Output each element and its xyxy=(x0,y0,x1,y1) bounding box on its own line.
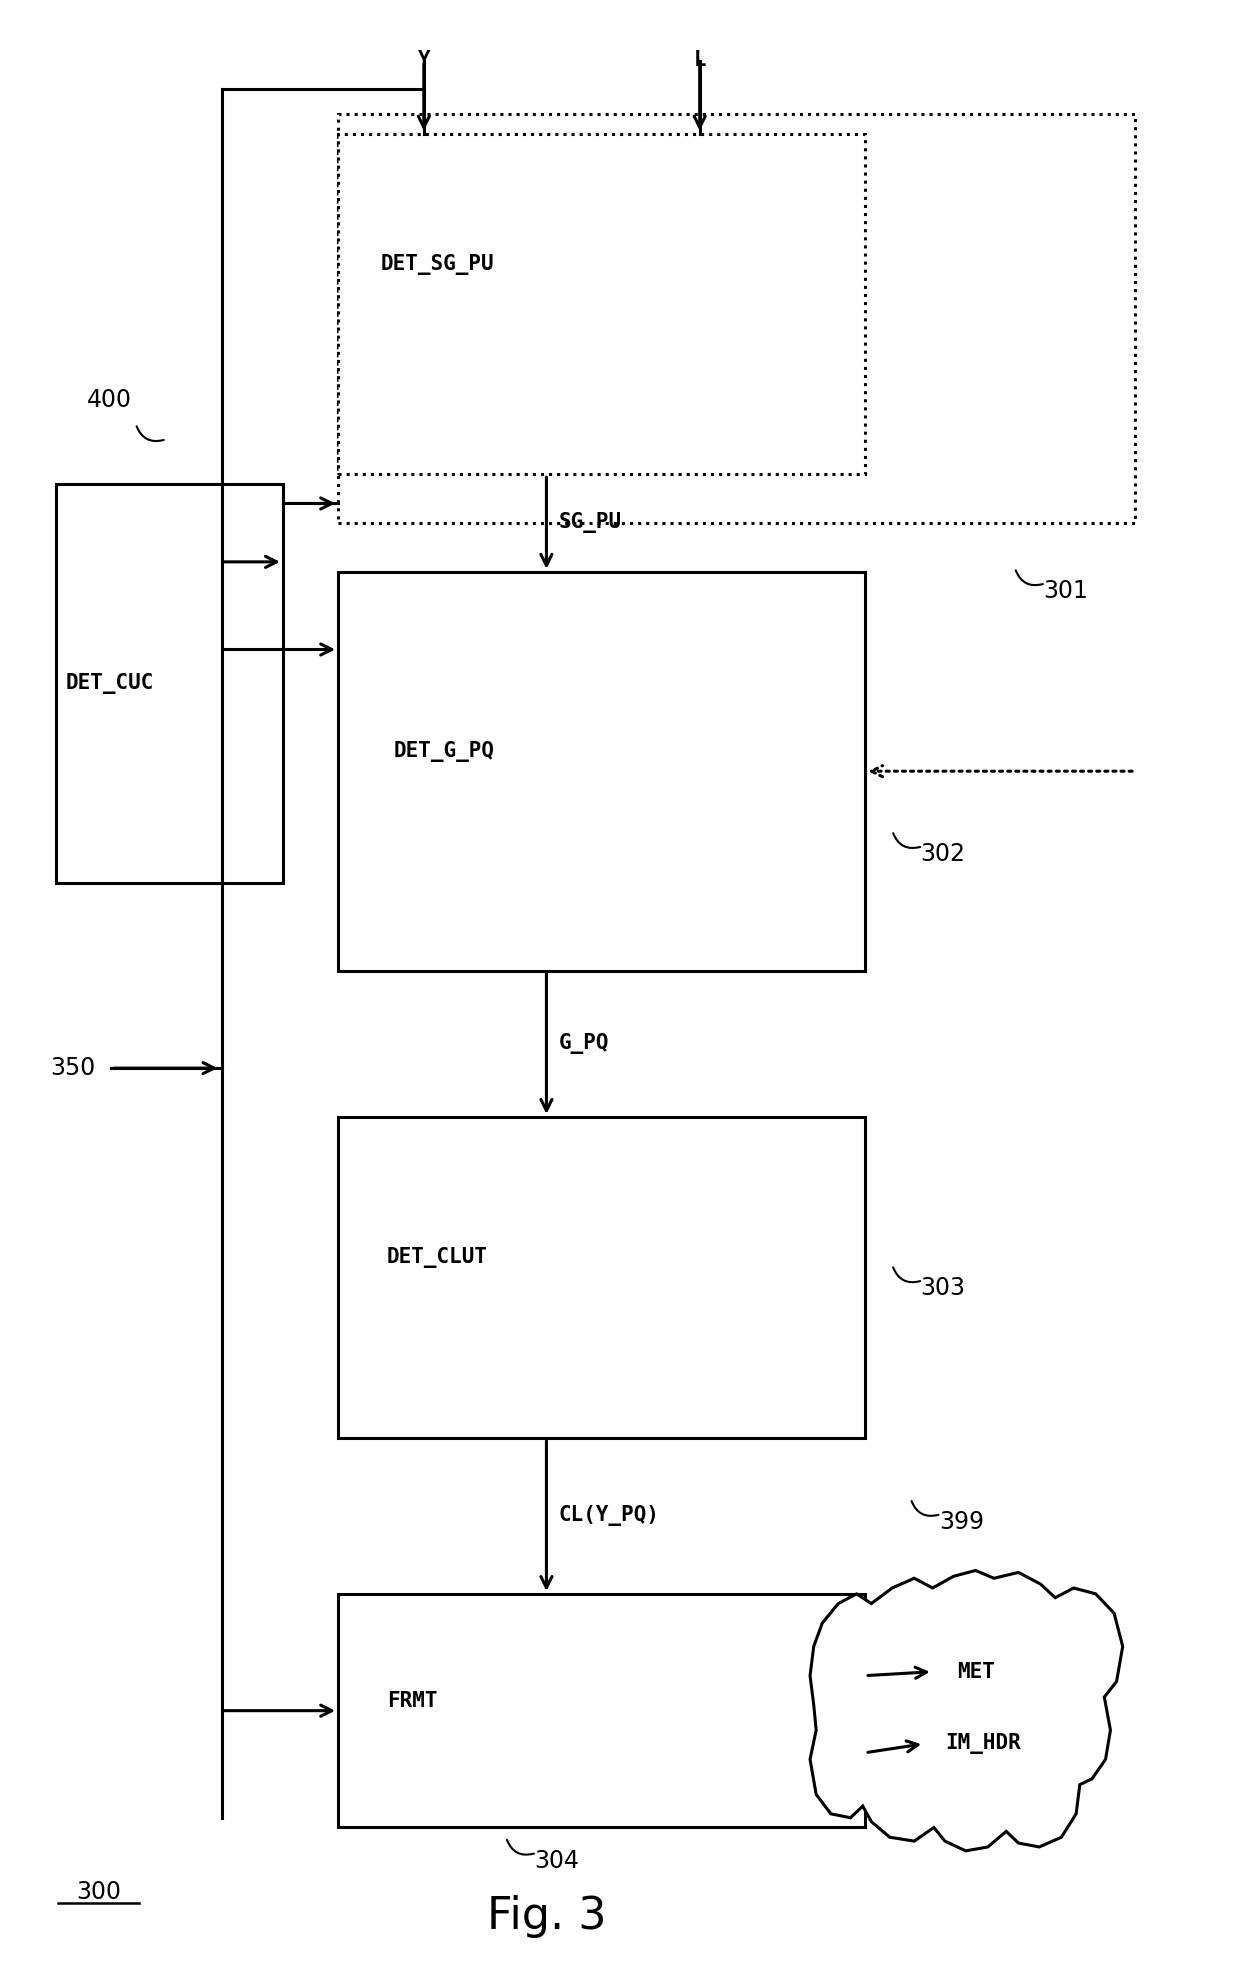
FancyBboxPatch shape xyxy=(339,133,866,475)
FancyBboxPatch shape xyxy=(339,1118,866,1437)
Text: DET_CUC: DET_CUC xyxy=(66,673,154,694)
FancyBboxPatch shape xyxy=(56,484,283,882)
Text: 304: 304 xyxy=(534,1849,579,1873)
Text: L: L xyxy=(693,49,706,71)
Text: Fig. 3: Fig. 3 xyxy=(486,1896,606,1939)
Text: DET_G_PQ: DET_G_PQ xyxy=(393,741,495,763)
Text: G_PQ: G_PQ xyxy=(559,1033,609,1055)
FancyBboxPatch shape xyxy=(339,571,866,971)
Text: IM_HDR: IM_HDR xyxy=(945,1734,1021,1755)
Text: 350: 350 xyxy=(50,1057,95,1081)
Text: 303: 303 xyxy=(920,1277,966,1300)
Text: SG_PU: SG_PU xyxy=(559,512,621,533)
Text: MET: MET xyxy=(957,1661,994,1683)
Text: 400: 400 xyxy=(87,388,131,412)
Text: CL(Y_PQ): CL(Y_PQ) xyxy=(559,1506,660,1526)
Polygon shape xyxy=(810,1571,1122,1851)
FancyBboxPatch shape xyxy=(339,1594,866,1828)
Text: 399: 399 xyxy=(939,1510,983,1534)
Text: 300: 300 xyxy=(77,1881,122,1904)
Text: DET_SG_PU: DET_SG_PU xyxy=(381,255,495,275)
FancyBboxPatch shape xyxy=(339,114,1135,524)
Text: DET_CLUT: DET_CLUT xyxy=(387,1247,489,1269)
Text: 302: 302 xyxy=(920,841,966,867)
Text: FRMT: FRMT xyxy=(387,1690,438,1710)
Text: 301: 301 xyxy=(1043,578,1087,604)
Text: Y: Y xyxy=(418,49,430,71)
